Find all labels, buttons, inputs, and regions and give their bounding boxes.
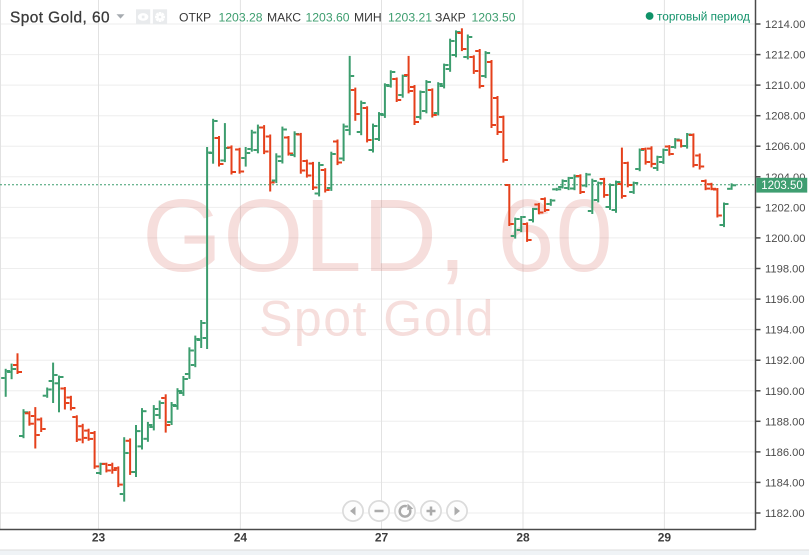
svg-text:ОТКР: ОТКР bbox=[179, 10, 211, 24]
svg-text:МИН: МИН bbox=[354, 10, 382, 24]
svg-text:1190.00: 1190.00 bbox=[765, 386, 805, 398]
svg-text:28: 28 bbox=[516, 531, 530, 545]
svg-text:GOLD, 60: GOLD, 60 bbox=[142, 178, 614, 293]
svg-text:1203.21: 1203.21 bbox=[388, 10, 432, 24]
svg-text:МАКС: МАКС bbox=[267, 10, 301, 24]
svg-text:1182.00: 1182.00 bbox=[765, 508, 805, 520]
svg-text:1188.00: 1188.00 bbox=[765, 416, 805, 428]
svg-text:ЗАКР: ЗАКР bbox=[435, 10, 466, 24]
svg-text:1196.00: 1196.00 bbox=[765, 294, 805, 306]
svg-text:24: 24 bbox=[234, 531, 248, 545]
svg-text:23: 23 bbox=[92, 531, 106, 545]
svg-text:Spot Gold: Spot Gold bbox=[259, 291, 495, 347]
svg-text:1203.50: 1203.50 bbox=[761, 180, 803, 192]
svg-text:1194.00: 1194.00 bbox=[765, 325, 805, 337]
svg-text:27: 27 bbox=[375, 531, 389, 545]
svg-text:1202.00: 1202.00 bbox=[765, 202, 805, 214]
svg-text:1208.00: 1208.00 bbox=[765, 111, 805, 123]
svg-text:1203.28: 1203.28 bbox=[219, 10, 263, 24]
svg-text:1198.00: 1198.00 bbox=[765, 264, 805, 276]
svg-text:29: 29 bbox=[658, 531, 672, 545]
svg-text:1184.00: 1184.00 bbox=[765, 477, 805, 489]
svg-text:1212.00: 1212.00 bbox=[765, 50, 805, 62]
svg-text:Spot Gold, 60: Spot Gold, 60 bbox=[10, 9, 110, 26]
svg-text:торговый период: торговый период bbox=[657, 10, 750, 24]
svg-text:1200.00: 1200.00 bbox=[765, 233, 805, 245]
svg-text:1203.60: 1203.60 bbox=[306, 10, 350, 24]
svg-text:1214.00: 1214.00 bbox=[765, 19, 805, 31]
svg-text:1206.00: 1206.00 bbox=[765, 141, 805, 153]
svg-text:1210.00: 1210.00 bbox=[765, 80, 805, 92]
svg-text:1203.50: 1203.50 bbox=[472, 10, 516, 24]
svg-text:1186.00: 1186.00 bbox=[765, 447, 805, 459]
svg-text:1192.00: 1192.00 bbox=[765, 355, 805, 367]
